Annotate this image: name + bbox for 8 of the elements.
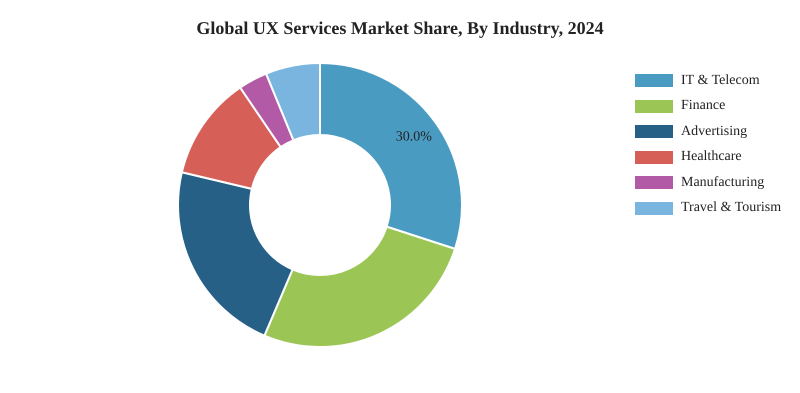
legend-label: Travel & Tourism [681, 200, 782, 216]
legend-label: IT & Telecom [681, 72, 760, 89]
legend-label: Finance [681, 98, 726, 114]
legend-label: Healthcare [681, 149, 742, 166]
legend-label: Manufacturing [681, 174, 764, 191]
data-label: 30.0% [396, 129, 432, 144]
legend-label: Advertising [681, 124, 748, 140]
chart-title: Global UX Services Market Share, By Industry, 2024 [195, 18, 605, 39]
